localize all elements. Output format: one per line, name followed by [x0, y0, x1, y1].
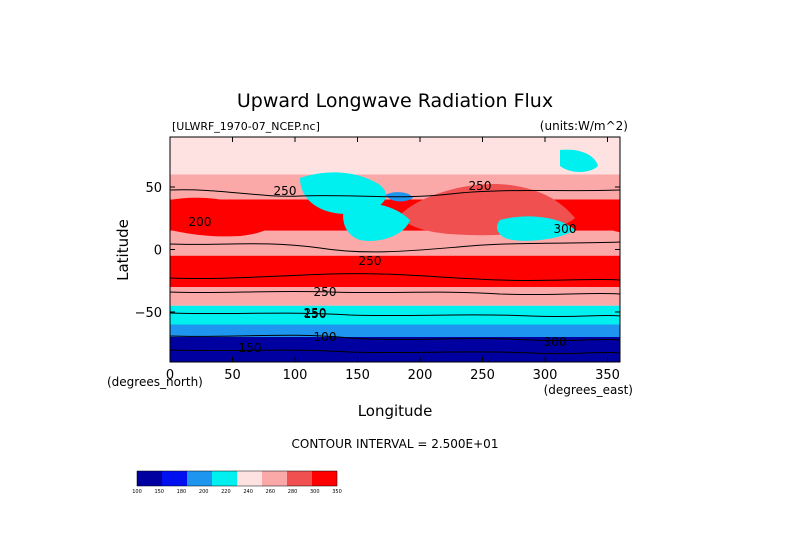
contour-line — [170, 334, 620, 342]
colorbar-swatch — [262, 471, 287, 486]
contour-line — [170, 273, 620, 282]
colorbar-swatch — [137, 471, 162, 486]
colorbar-frame — [136, 470, 338, 487]
cool-feature-3 — [497, 216, 575, 241]
colorbar-label: 240 — [243, 489, 253, 495]
x-unit-label: (degrees_east) — [544, 383, 633, 397]
y-tick-label: 50 — [145, 181, 162, 196]
colorbar-label: 100 — [132, 489, 142, 495]
colorbar: 100 150 180 200 220 240 260 280 300 350 — [132, 470, 342, 495]
colorbar-swatch — [237, 471, 262, 486]
colorbar-label: 150 — [154, 489, 164, 495]
contour-label: 250 — [469, 179, 492, 193]
colorbar-label: 180 — [177, 489, 187, 495]
contour-line — [170, 241, 620, 253]
contour-label: 100 — [314, 330, 337, 344]
y-tick-label: −50 — [135, 306, 162, 321]
colorbar-swatch — [187, 471, 212, 486]
y-unit-label: (degrees_north) — [107, 375, 203, 389]
cool-feature-2 — [343, 203, 410, 241]
units-label: (units:W/m^2) — [540, 119, 628, 133]
nh-warm-feature — [170, 197, 272, 237]
y-axis-title: Latitude — [114, 219, 132, 281]
x-axis-title: Longitude — [358, 402, 433, 420]
contour-label: 300 — [554, 222, 577, 236]
x-tick-label: 150 — [345, 368, 370, 383]
file-label: [ULWRF_1970-07_NCEP.nc] — [172, 120, 320, 133]
colorbar-label: 300 — [310, 489, 320, 495]
x-tick-label: 300 — [533, 368, 558, 383]
zonal-band — [170, 287, 620, 306]
chart-title: Upward Longwave Radiation Flux — [237, 90, 553, 112]
colorbar-label: 200 — [199, 489, 209, 495]
colorbar-swatch — [312, 471, 337, 486]
contour-label: 250 — [274, 184, 297, 198]
colorbar-label: 350 — [332, 489, 342, 495]
cool-feature-4 — [560, 149, 598, 172]
x-tick-label: 100 — [283, 368, 308, 383]
colorbar-swatch — [287, 471, 312, 486]
colorbar-swatch — [162, 471, 187, 486]
heatmap-plot — [170, 137, 620, 362]
contour-label: 250 — [359, 254, 382, 268]
contour-label: 250 — [304, 306, 327, 320]
contour-label: 150 — [304, 307, 327, 321]
x-tick-label: 50 — [224, 368, 241, 383]
colorbar-swatch — [212, 471, 237, 486]
x-tick-label: 0 — [166, 368, 174, 383]
y-tick-label: 0 — [154, 244, 162, 259]
zonal-band — [170, 324, 620, 337]
contour-line — [170, 189, 620, 198]
contour-label: 150 — [239, 341, 262, 355]
colorbar-label: 280 — [288, 489, 298, 495]
warm-feature-2 — [600, 200, 620, 232]
contour-line — [170, 312, 620, 318]
zonal-band — [170, 137, 620, 175]
x-tick-label: 350 — [595, 368, 620, 383]
x-tick-label: 250 — [470, 368, 495, 383]
colorbar-label: 220 — [221, 489, 231, 495]
contour-label: 300 — [544, 335, 567, 349]
contour-label: 250 — [314, 285, 337, 299]
zonal-band — [170, 255, 620, 287]
colorbar-label: 260 — [266, 489, 276, 495]
contour-label: 200 — [189, 215, 212, 229]
contour-line — [170, 349, 620, 355]
contour-line — [170, 290, 620, 296]
x-tick-label: 200 — [408, 368, 433, 383]
contour-interval: CONTOUR INTERVAL = 2.500E+01 — [292, 437, 499, 451]
